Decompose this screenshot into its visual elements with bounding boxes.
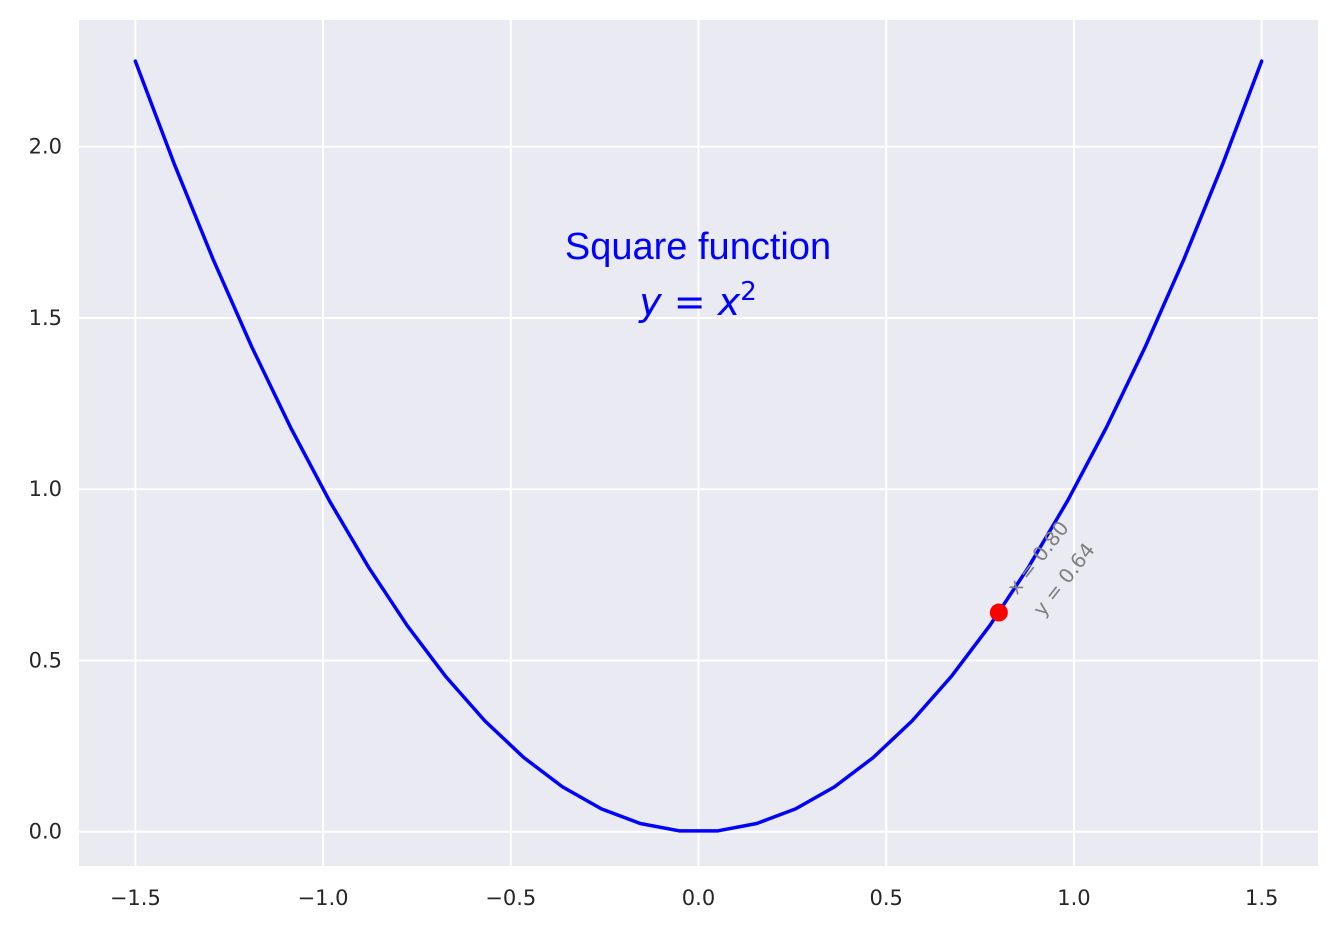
y-tick-label: 2.0 bbox=[29, 135, 62, 159]
series-line bbox=[133, 59, 1264, 833]
x-tick-label: 0.0 bbox=[682, 886, 715, 910]
highlight-point-marker bbox=[989, 603, 1008, 622]
x-tick-label: −0.5 bbox=[485, 886, 536, 910]
y-axis-ticks: 0.0 0.5 1.0 1.5 2.0 bbox=[29, 135, 62, 844]
y-tick-label: 1.5 bbox=[29, 306, 62, 330]
grid-lines bbox=[79, 20, 1318, 866]
x-tick-label: 1.5 bbox=[1245, 886, 1278, 910]
series-layer bbox=[133, 59, 1264, 833]
chart-formula: y = x2 bbox=[638, 277, 757, 324]
y-tick-label: 1.0 bbox=[29, 477, 62, 501]
x-tick-label: −1.0 bbox=[298, 886, 349, 910]
y-tick-label: 0.0 bbox=[29, 820, 62, 844]
formula-exponent: 2 bbox=[740, 277, 757, 307]
x-tick-label: 1.0 bbox=[1057, 886, 1090, 910]
formula-lhs: y bbox=[638, 280, 662, 324]
formula-base: x bbox=[717, 280, 741, 324]
x-tick-label: 0.5 bbox=[870, 886, 903, 910]
y-tick-label: 0.5 bbox=[29, 648, 62, 672]
x-axis-ticks: −1.5 −1.0 −0.5 0.0 0.5 1.0 1.5 bbox=[110, 886, 1279, 910]
formula-equals: = bbox=[662, 280, 718, 324]
chart-title: Square function bbox=[565, 226, 831, 268]
x-tick-label: −1.5 bbox=[110, 886, 161, 910]
